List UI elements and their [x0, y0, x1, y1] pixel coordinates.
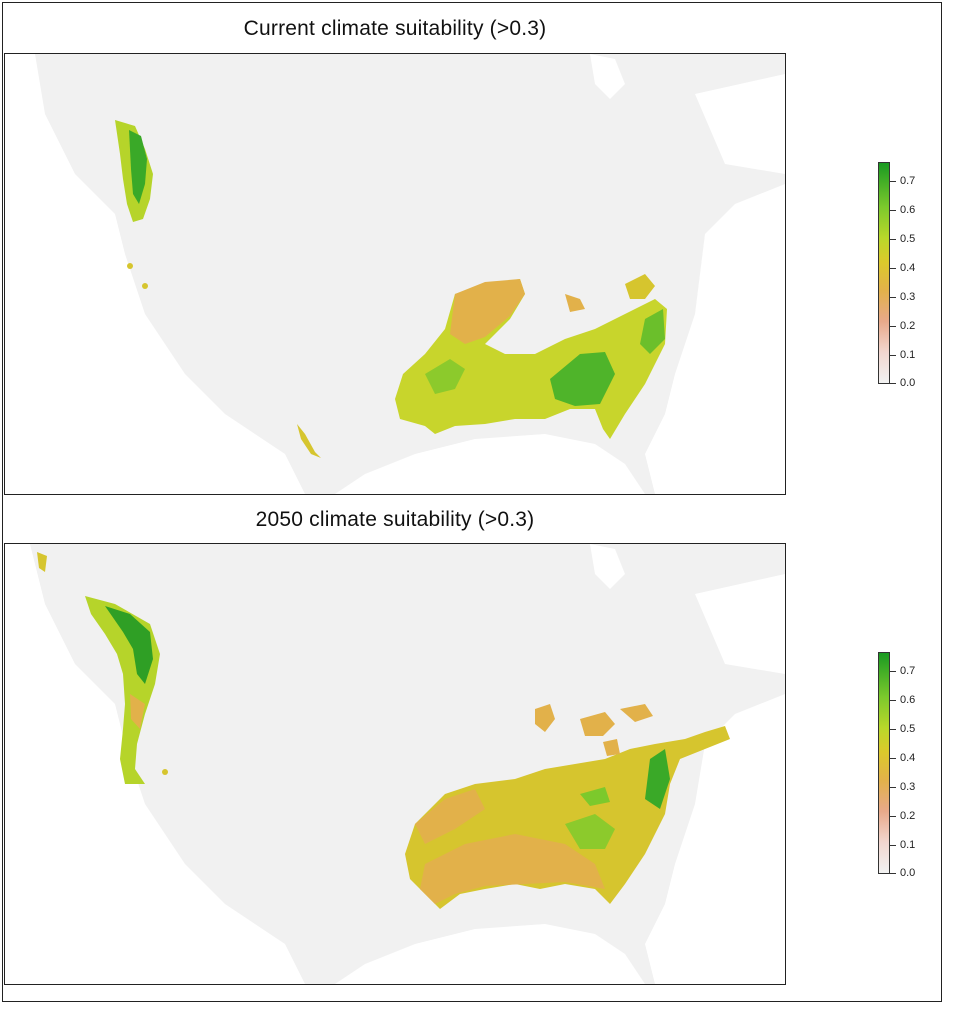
legend-tick	[890, 268, 896, 269]
legend-tick	[890, 210, 896, 211]
pnw-core	[105, 606, 153, 684]
atlantic-water	[645, 184, 785, 494]
legend-tick-label: 0.5	[900, 233, 916, 245]
legend-tick-label: 0.2	[900, 810, 916, 822]
figure-frame	[2, 2, 942, 1002]
legend-tick-label: 0.0	[900, 377, 916, 389]
legend-tick-label: 0.7	[900, 665, 916, 677]
pnw-speck-south	[162, 769, 168, 775]
legend-tick	[890, 239, 896, 240]
legend-tick	[890, 326, 896, 327]
legend-tick-label: 0.6	[900, 694, 916, 706]
pnw-core	[129, 130, 147, 204]
map-2050	[4, 543, 786, 985]
great-lakes-speck-1	[535, 704, 555, 732]
legend-tick-label: 0.7	[900, 175, 916, 187]
east-orange-west	[415, 789, 485, 844]
legend-tick-label: 0.5	[900, 723, 916, 735]
east-region	[395, 279, 667, 439]
great-lake-1	[590, 54, 625, 99]
legend-tick-label: 0.4	[900, 752, 916, 764]
legend-tick	[890, 355, 896, 356]
legend-tick	[890, 297, 896, 298]
legend-tick-label: 0.0	[900, 867, 916, 879]
legend-tick-label: 0.1	[900, 349, 916, 361]
gulf-water	[335, 924, 645, 984]
legend-tick	[890, 873, 896, 874]
legend-tick	[890, 816, 896, 817]
legend-tick	[890, 758, 896, 759]
pnw-speck-2	[142, 283, 148, 289]
east-core-ne	[640, 309, 665, 354]
hudson-water	[695, 74, 785, 174]
east-core-se	[550, 352, 615, 406]
east-nw-speck	[565, 294, 585, 312]
legend-tick	[890, 671, 896, 672]
pnw-speck-north	[37, 552, 47, 572]
east-neng	[625, 274, 655, 299]
great-lakes-speck-4	[603, 739, 620, 756]
pacific-coast-water	[5, 544, 305, 984]
legend-tick-label: 0.6	[900, 204, 916, 216]
panel-title-current: Current climate suitability (>0.3)	[243, 17, 547, 40]
panel-title-2050: 2050 climate suitability (>0.3)	[255, 508, 535, 531]
hudson-water	[695, 574, 785, 674]
great-lakes-speck-3	[620, 704, 653, 722]
legend-tick-label: 0.4	[900, 262, 916, 274]
great-lake-1	[590, 544, 625, 589]
legend-bar-2050	[878, 652, 890, 874]
legend-tick-label: 0.3	[900, 291, 916, 303]
gulf-water	[335, 434, 645, 494]
legend-tick-label: 0.3	[900, 781, 916, 793]
east-orange-south	[420, 834, 605, 904]
atlantic-water	[645, 694, 785, 984]
pacific-coast-water	[5, 54, 305, 494]
legend-tick	[890, 700, 896, 701]
legend-tick	[890, 383, 896, 384]
pnw-mid	[130, 694, 145, 729]
east-north-band	[450, 279, 525, 344]
legend-tick-label: 0.1	[900, 839, 916, 851]
legend-tick-label: 0.2	[900, 320, 916, 332]
great-lakes-speck-2	[580, 712, 615, 736]
legend-tick	[890, 181, 896, 182]
legend-bar-current	[878, 162, 890, 384]
legend-tick	[890, 845, 896, 846]
pnw-speck-1	[127, 263, 133, 269]
east-core-s	[565, 814, 615, 849]
legend-tick	[890, 729, 896, 730]
legend-2050: 0.7 0.6 0.5 0.4 0.3 0.2 0.1 0.0	[878, 652, 948, 882]
legend-tick	[890, 787, 896, 788]
east-core-w	[425, 359, 465, 394]
legend-current: 0.7 0.6 0.5 0.4 0.3 0.2 0.1 0.0	[878, 162, 948, 392]
east-core-ne	[645, 749, 670, 809]
map-current	[4, 53, 786, 495]
east-core-c	[580, 787, 610, 806]
sw-speck	[297, 424, 321, 458]
